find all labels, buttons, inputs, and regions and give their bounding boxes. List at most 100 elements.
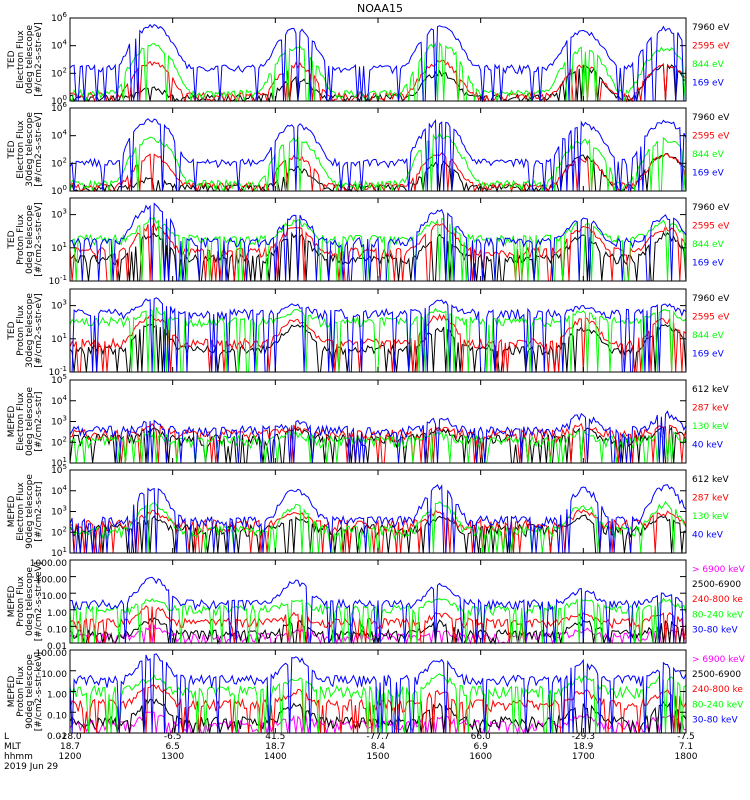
y-axis-label: MEPED: [7, 496, 17, 528]
legend-entry: 7960 eV: [692, 113, 730, 123]
footer-value-hhmm: 1200: [59, 752, 82, 762]
legend-entry: 169 eV: [692, 78, 725, 88]
series-line: [69, 673, 687, 734]
panel-frame: [69, 379, 687, 464]
footer-value-mlt: 18.7: [60, 742, 80, 752]
series-line: [69, 514, 687, 554]
y-axis-label: Electron Flux: [16, 482, 26, 541]
legend-entry: 2595 eV: [692, 131, 730, 141]
legend-entry: 2500-6900: [692, 670, 741, 680]
y-axis-label: 30deg telescope: [25, 112, 35, 187]
legend-entry: 287 keV: [692, 403, 729, 413]
footer-row-label: 2019 Jun 29: [4, 762, 58, 772]
y-axis-label: Proton Flux: [16, 305, 26, 356]
series-line: [69, 41, 687, 103]
y-tick-label: 104: [51, 129, 67, 142]
footer-value-hhmm: 1400: [264, 752, 287, 762]
legend-entry: 80-240 keV: [692, 610, 744, 620]
series-line: [69, 429, 687, 464]
legend-entry: 844 eV: [692, 240, 725, 250]
y-tick-label: 10.00: [41, 670, 67, 680]
y-axis-label: MEPED: [7, 586, 17, 618]
footer-value-l: -29.3: [572, 732, 595, 742]
y-axis-label: [#/cm2-s-str-eV]: [34, 112, 44, 187]
y-tick-label: 102: [51, 156, 67, 169]
series-line: [69, 152, 687, 193]
y-tick-label: 106: [51, 11, 67, 24]
footer-value-hhmm: 1800: [675, 752, 698, 762]
legend-entry: 240-800 ke: [692, 685, 743, 695]
footer-value-l: -77.7: [366, 732, 389, 742]
y-axis-label: Proton Flux: [16, 214, 26, 265]
footer-value-l: 66.0: [471, 732, 491, 742]
y-axis-label: 0deg telescope: [25, 387, 35, 457]
legend-entry: 240-800 ke: [692, 595, 743, 605]
y-axis-label: MEPED: [7, 676, 17, 708]
series-line: [69, 202, 687, 282]
legend-entry: 169 eV: [692, 168, 725, 178]
legend-entry: > 6900 keV: [692, 655, 746, 665]
legend-entry: 30-80 keV: [692, 715, 738, 725]
legend-entry: 7960 eV: [692, 294, 730, 304]
y-axis-label: 90deg telescope: [25, 474, 35, 549]
y-tick-label: 0.10: [47, 711, 67, 721]
footer-value-mlt: 18.9: [573, 742, 593, 752]
legend-entry: 30-80 keV: [692, 625, 738, 635]
series-line: [69, 484, 687, 554]
series-line: [69, 23, 686, 102]
series-line: [69, 118, 687, 192]
footer-value-mlt: 18.7: [265, 742, 285, 752]
footer-value-mlt: 7.1: [679, 742, 693, 752]
legend-entry: 7960 eV: [692, 23, 730, 33]
y-tick-label: 10.00: [41, 592, 67, 602]
chart-title: NOAA15: [357, 2, 403, 15]
footer-row-label: L: [4, 732, 9, 742]
y-tick-label: 104: [51, 484, 67, 497]
y-tick-label: 100.00: [36, 649, 68, 659]
y-axis-label: [#/cm2-s-str-eV]: [34, 293, 44, 368]
y-tick-label: 1.00: [47, 609, 67, 619]
y-tick-label: 0.10: [47, 625, 67, 635]
y-axis-label: Electron Flux: [16, 392, 26, 451]
legend-entry: 844 eV: [692, 331, 725, 341]
footer-value-hhmm: 1700: [572, 752, 595, 762]
y-tick-label: 103: [51, 299, 67, 312]
y-tick-label: 0.01: [47, 732, 67, 742]
series-line: [69, 605, 687, 644]
legend-entry: 130 keV: [692, 512, 729, 522]
y-tick-label: 101: [51, 332, 67, 345]
footer-value-l: -6.5: [164, 732, 182, 742]
y-tick-label: 1000.00: [30, 559, 67, 569]
legend-entry: 40 keV: [692, 440, 724, 450]
legend-entry: 130 keV: [692, 422, 729, 432]
legend-entry: 40 keV: [692, 530, 724, 540]
y-axis-label: Proton Flux: [16, 666, 26, 717]
series-line: [69, 231, 687, 282]
panel-3: 10-1 101 103 TED Proton Flux 0deg telescope [#…: [7, 197, 730, 287]
y-axis-label: 90deg telescope: [25, 654, 35, 729]
footer-value-l: -7.5: [677, 732, 695, 742]
y-tick-label: 1.00: [47, 691, 67, 701]
footer-value-hhmm: 1600: [469, 752, 492, 762]
y-axis-label: Electron Flux: [16, 30, 26, 89]
y-axis-label: TED: [7, 50, 17, 69]
y-tick-label: 101: [51, 241, 67, 254]
y-axis-label: [#/cm2-s-str]: [34, 391, 44, 451]
y-axis-label: TED: [7, 230, 17, 249]
y-tick-label: 101: [51, 546, 67, 559]
y-axis-label: 0deg telescope: [25, 25, 35, 95]
legend-entry: > 6900 keV: [692, 565, 746, 575]
y-axis-label: TED: [7, 321, 17, 340]
footer-value-hhmm: 1300: [161, 752, 184, 762]
y-axis-label: [#/cm2-s-str-eV]: [34, 22, 44, 97]
y-tick-label: 10-1: [49, 274, 67, 287]
footer-row-label: MLT: [4, 742, 22, 752]
y-axis-label: [#/cm2-s-str-eV]: [34, 202, 44, 277]
